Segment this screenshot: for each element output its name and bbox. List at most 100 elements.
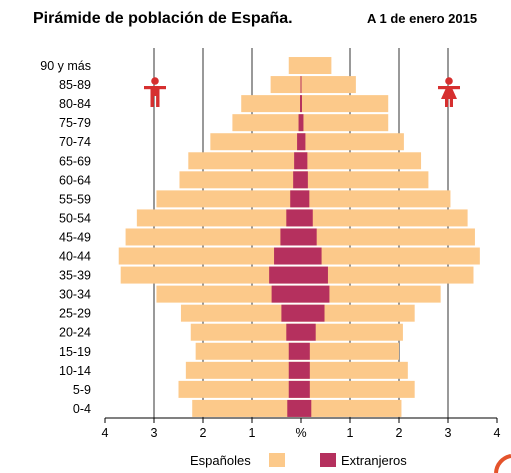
x-axis-ticks: 4 3 2 1% 1 2 3 4 <box>102 418 501 440</box>
age-group-label: 70-74 <box>59 135 91 149</box>
bar-extranjeros-mujeres <box>301 190 310 208</box>
bar-espanoles-hombres <box>125 228 301 246</box>
bar-extranjeros-hombres <box>288 361 301 379</box>
bar-espanoles-hombres <box>185 361 301 379</box>
bar-espanoles-hombres <box>270 76 301 94</box>
bar-espanoles-hombres <box>232 114 301 132</box>
bar-espanoles-mujeres <box>301 171 429 189</box>
legend-label-extranjeros: Extranjeros <box>341 453 407 468</box>
bars <box>118 57 480 417</box>
age-group-label: 60-64 <box>59 173 91 187</box>
age-group-label: 75-79 <box>59 116 91 130</box>
bar-extranjeros-mujeres <box>301 266 328 284</box>
x-tick-label: 3 <box>151 426 158 440</box>
bar-espanoles-mujeres <box>301 114 389 132</box>
age-group-label: 25-29 <box>59 307 91 321</box>
bar-espanoles-hombres <box>136 209 301 227</box>
bar-espanoles-hombres <box>156 285 301 303</box>
x-tick-label: % <box>295 426 306 440</box>
bar-extranjeros-hombres <box>287 399 301 417</box>
bar-extranjeros-mujeres <box>301 114 304 132</box>
bar-extranjeros-mujeres <box>301 342 310 360</box>
bar-espanoles-hombres <box>178 380 301 398</box>
bar-extranjeros-hombres <box>288 342 301 360</box>
x-tick-label: 4 <box>102 426 109 440</box>
chart-title: Pirámide de población de España. <box>33 10 293 27</box>
legend-swatch-extranjeros <box>320 453 336 467</box>
x-tick-label: 4 <box>494 426 501 440</box>
bar-extranjeros-mujeres <box>301 399 312 417</box>
age-group-label: 80-84 <box>59 97 91 111</box>
bar-extranjeros-hombres <box>288 380 301 398</box>
bar-espanoles-mujeres <box>301 152 422 170</box>
bar-extranjeros-mujeres <box>301 323 316 341</box>
bar-extranjeros-mujeres <box>301 228 317 246</box>
bar-extranjeros-mujeres <box>301 133 306 151</box>
x-tick-label: 1 <box>347 426 354 440</box>
age-group-label: 15-19 <box>59 345 91 359</box>
bar-espanoles-mujeres <box>301 57 332 75</box>
x-tick-label: 2 <box>396 426 403 440</box>
x-tick-label: 3 <box>445 426 452 440</box>
age-group-label: 85-89 <box>59 78 91 92</box>
bar-extranjeros-hombres <box>271 285 301 303</box>
bar-extranjeros-hombres <box>274 247 301 265</box>
bar-espanoles-hombres <box>192 399 301 417</box>
x-tick-label: 2 <box>200 426 207 440</box>
bar-espanoles-hombres <box>188 152 301 170</box>
bar-espanoles-mujeres <box>301 133 404 151</box>
bar-espanoles-hombres <box>195 342 301 360</box>
bar-espanoles-mujeres <box>301 95 389 113</box>
age-group-label: 40-44 <box>59 250 91 264</box>
bar-extranjeros-mujeres <box>301 247 322 265</box>
age-group-label: 10-14 <box>59 364 91 378</box>
bar-extranjeros-hombres <box>281 304 301 322</box>
bar-espanoles-mujeres <box>301 266 474 284</box>
bar-espanoles-mujeres <box>301 285 441 303</box>
bar-espanoles-hombres <box>288 57 301 75</box>
bar-espanoles-hombres <box>190 323 301 341</box>
bar-extranjeros-mujeres <box>301 285 330 303</box>
chart-subtitle: A 1 de enero 2015 <box>367 11 477 26</box>
bar-extranjeros-mujeres <box>301 361 310 379</box>
bar-espanoles-mujeres <box>301 323 403 341</box>
bar-espanoles-hombres <box>179 171 301 189</box>
bar-extranjeros-mujeres <box>301 209 313 227</box>
bar-espanoles-hombres <box>156 190 301 208</box>
bar-extranjeros-mujeres <box>301 304 325 322</box>
age-group-label: 65-69 <box>59 154 91 168</box>
age-group-label: 0-4 <box>73 402 91 416</box>
corner-arc-decoration <box>494 454 511 473</box>
age-group-label: 30-34 <box>59 288 91 302</box>
bar-extranjeros-mujeres <box>301 152 308 170</box>
bar-extranjeros-hombres <box>286 323 301 341</box>
female-figure-icon <box>438 77 460 107</box>
bar-extranjeros-hombres <box>290 190 301 208</box>
bar-espanoles-mujeres <box>301 190 451 208</box>
bar-espanoles-hombres <box>210 133 301 151</box>
bar-extranjeros-mujeres <box>301 95 302 113</box>
bar-espanoles-mujeres <box>301 380 415 398</box>
bar-extranjeros-mujeres <box>301 380 310 398</box>
bar-extranjeros-mujeres <box>301 171 308 189</box>
legend-swatch-espanoles <box>269 453 285 467</box>
age-group-label: 55-59 <box>59 192 91 206</box>
bar-extranjeros-hombres <box>298 114 301 132</box>
bar-extranjeros-hombres <box>280 228 301 246</box>
bar-extranjeros-hombres <box>294 152 301 170</box>
bar-espanoles-mujeres <box>301 361 408 379</box>
age-group-label: 50-54 <box>59 211 91 225</box>
legend-label-espanoles: Españoles <box>190 453 251 468</box>
bar-espanoles-mujeres <box>301 209 468 227</box>
bar-espanoles-hombres <box>241 95 301 113</box>
bar-espanoles-mujeres <box>301 342 399 360</box>
bar-espanoles-hombres <box>120 266 302 284</box>
bar-espanoles-hombres <box>118 247 301 265</box>
legend: Españoles Extranjeros <box>190 453 407 468</box>
age-group-label: 45-49 <box>59 230 91 244</box>
male-figure-icon <box>144 77 166 107</box>
bar-extranjeros-hombres <box>297 133 301 151</box>
bar-extranjeros-hombres <box>286 209 301 227</box>
